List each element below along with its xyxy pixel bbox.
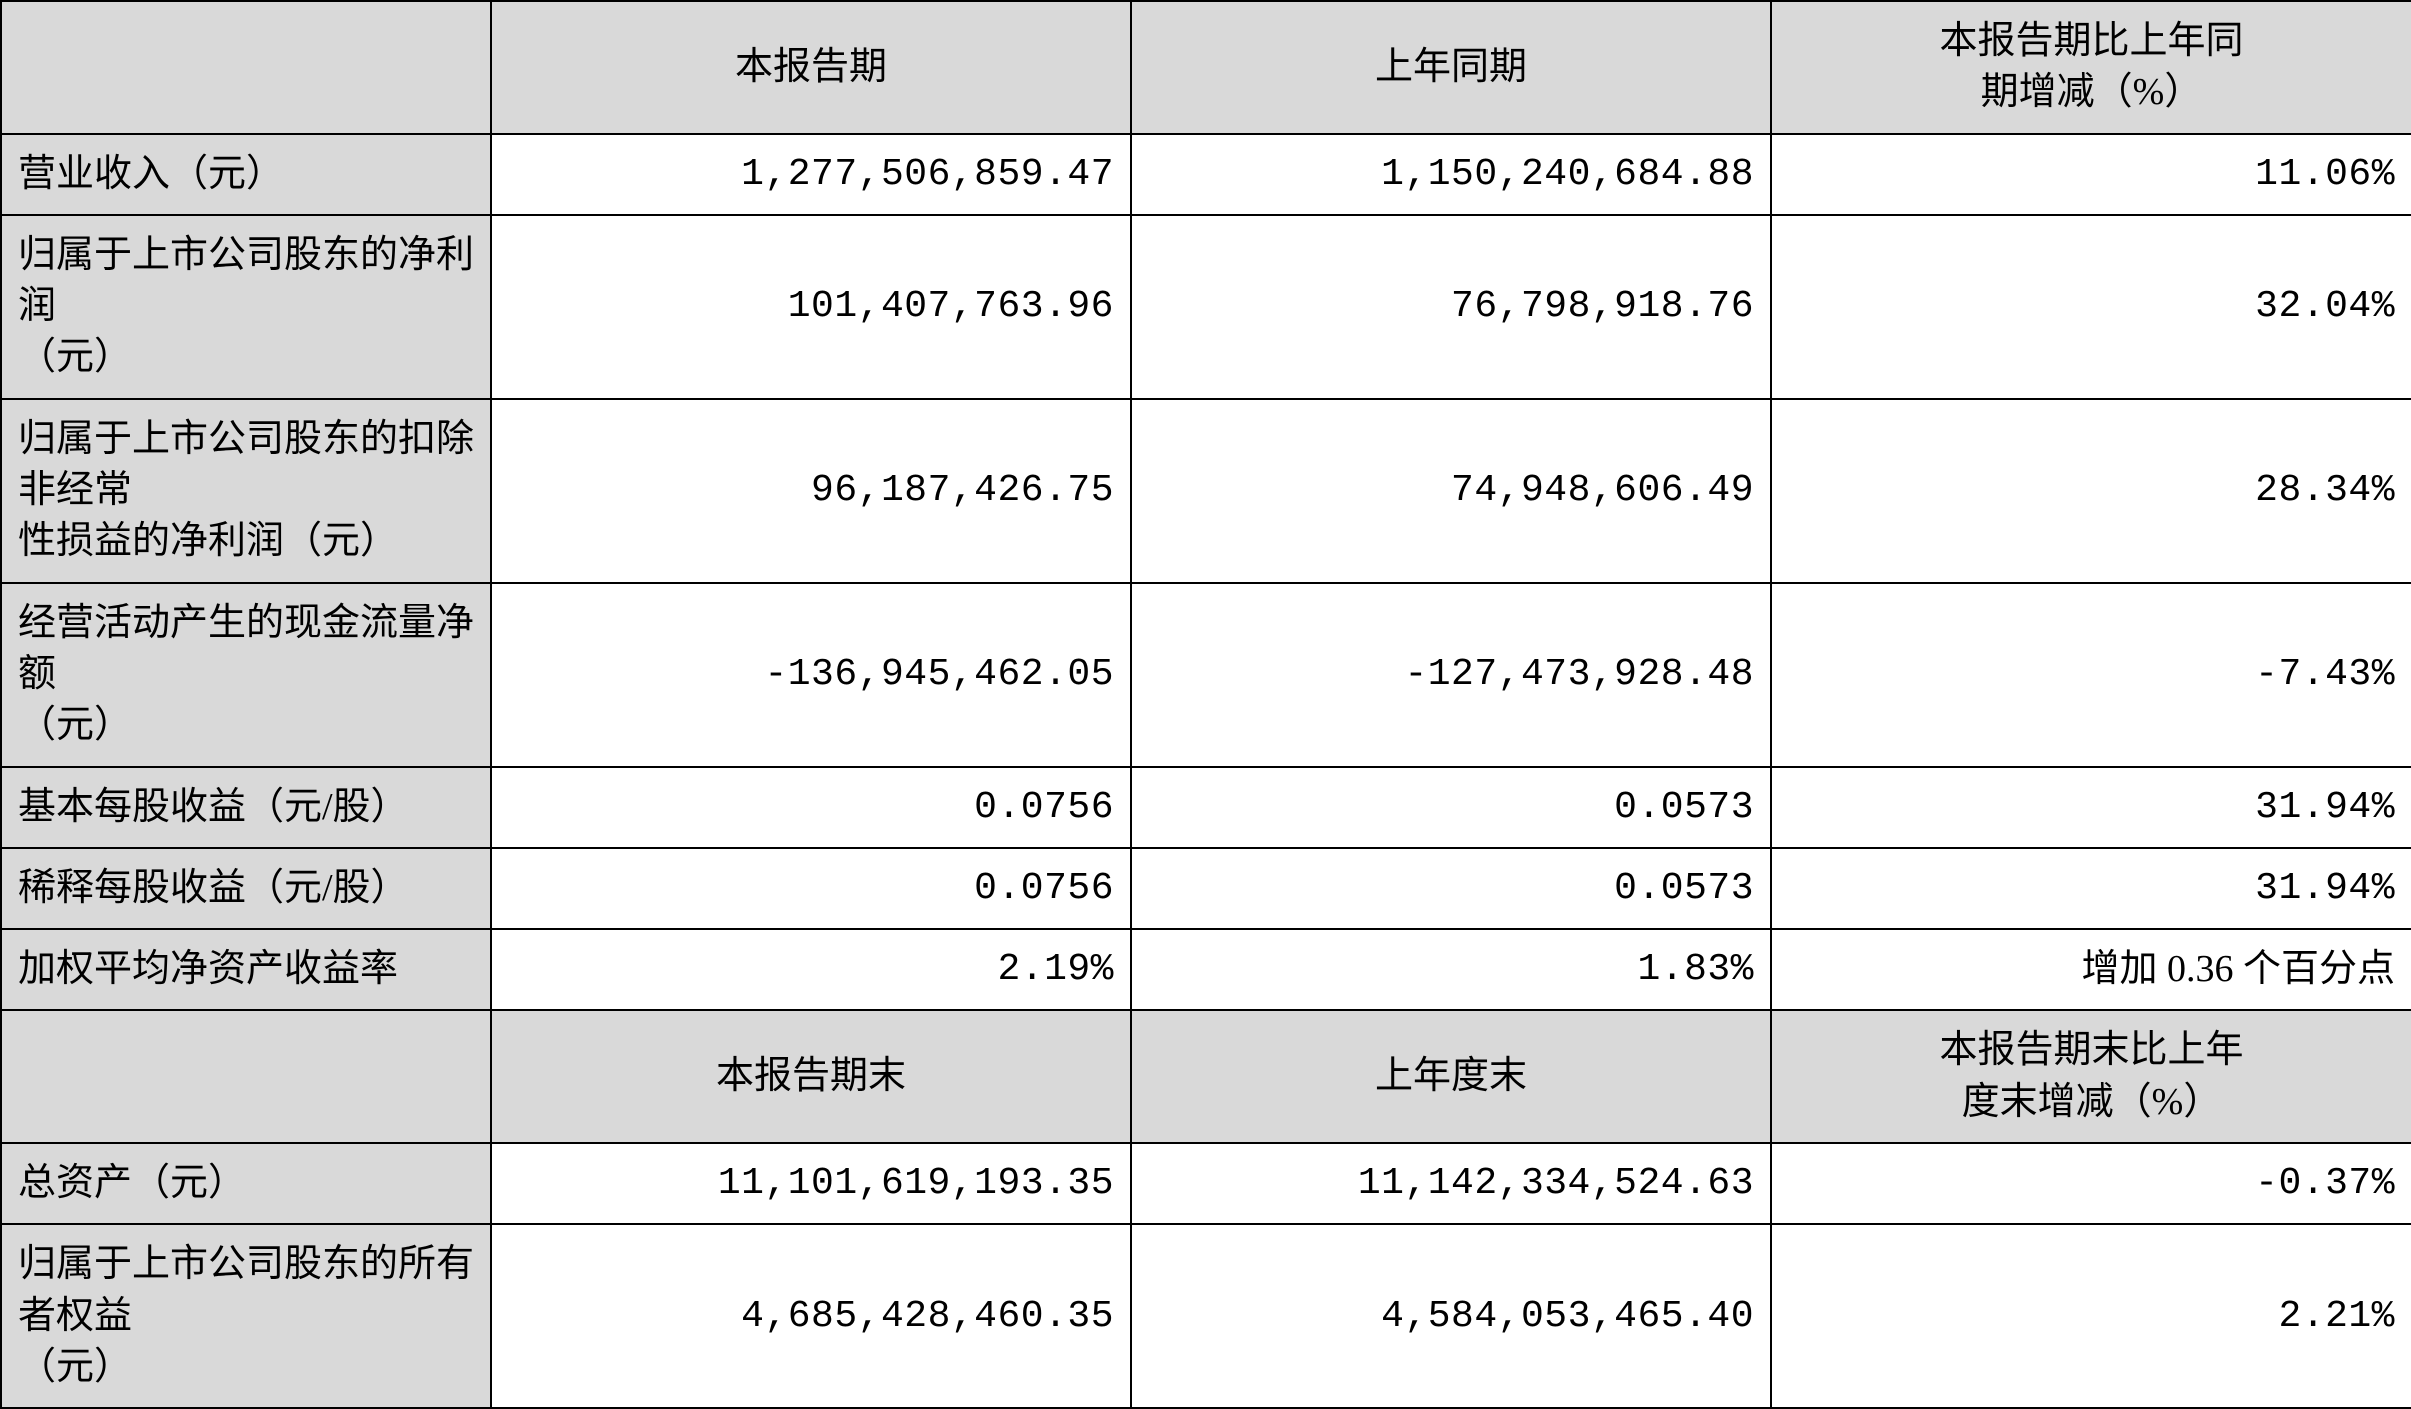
row-label: 归属于上市公司股东的所有者权益 （元） [1, 1224, 491, 1408]
table-row: 归属于上市公司股东的所有者权益 （元） 4,685,428,460.35 4,5… [1, 1224, 2411, 1408]
table-row: 基本每股收益（元/股） 0.0756 0.0573 31.94% [1, 767, 2411, 848]
row-label-line2: （元） [18, 1346, 132, 1388]
table-header-row: 本报告期 上年同期 本报告期比上年同 期增减（%） [1, 1, 2411, 134]
row-label-line2: （元） [18, 704, 132, 746]
row-label-line1: 归属于上市公司股东的所有者权益 [18, 1243, 474, 1336]
cell-value: 0.0756 [491, 767, 1131, 848]
cell-value: -7.43% [1771, 583, 2411, 767]
cell-value: 0.0573 [1131, 767, 1771, 848]
row-label: 基本每股收益（元/股） [1, 767, 491, 848]
row-label: 稀释每股收益（元/股） [1, 848, 491, 929]
cell-value: 1,150,240,684.88 [1131, 134, 1771, 215]
cell-value: 0.0756 [491, 848, 1131, 929]
table-row: 经营活动产生的现金流量净额 （元） -136,945,462.05 -127,4… [1, 583, 2411, 767]
cell-value: 11.06% [1771, 134, 2411, 215]
header-change-line2: 度末增减（%） [1962, 1081, 2222, 1123]
cell-value: 11,101,619,193.35 [491, 1143, 1131, 1224]
cell-value: 31.94% [1771, 767, 2411, 848]
table-row: 稀释每股收益（元/股） 0.0756 0.0573 31.94% [1, 848, 2411, 929]
cell-value: 2.19% [491, 929, 1131, 1010]
cell-value: -127,473,928.48 [1131, 583, 1771, 767]
row-label-line2: 性损益的净利润（元） [18, 520, 398, 562]
cell-value: 76,798,918.76 [1131, 215, 1771, 399]
cell-value: 增加 0.36 个百分点 [1771, 929, 2411, 1010]
header-prior-period: 上年同期 [1131, 1, 1771, 134]
header-change-line1: 本报告期比上年同 [1939, 20, 2243, 62]
cell-value: 4,584,053,465.40 [1131, 1224, 1771, 1408]
row-label: 归属于上市公司股东的扣除非经常 性损益的净利润（元） [1, 399, 491, 583]
row-label-line2: （元） [18, 336, 132, 378]
cell-value: 1,277,506,859.47 [491, 134, 1131, 215]
cell-value: -0.37% [1771, 1143, 2411, 1224]
header-prior-year-end: 上年度末 [1131, 1010, 1771, 1143]
financial-summary-table: 本报告期 上年同期 本报告期比上年同 期增减（%） 营业收入（元） 1,277,… [0, 0, 2411, 1409]
cell-value: 4,685,428,460.35 [491, 1224, 1131, 1408]
row-label-line1: 经营活动产生的现金流量净额 [18, 602, 474, 695]
header-blank [1, 1010, 491, 1143]
row-label-line1: 归属于上市公司股东的净利润 [18, 234, 474, 327]
header-change-line2: 期增减（%） [1981, 71, 2203, 113]
cell-value: 0.0573 [1131, 848, 1771, 929]
row-label: 营业收入（元） [1, 134, 491, 215]
row-label: 归属于上市公司股东的净利润 （元） [1, 215, 491, 399]
cell-value: 2.21% [1771, 1224, 2411, 1408]
header-change-line1: 本报告期末比上年 [1939, 1029, 2243, 1071]
table-row: 总资产（元） 11,101,619,193.35 11,142,334,524.… [1, 1143, 2411, 1224]
cell-value: 101,407,763.96 [491, 215, 1131, 399]
cell-value: -136,945,462.05 [491, 583, 1131, 767]
table-row: 归属于上市公司股东的净利润 （元） 101,407,763.96 76,798,… [1, 215, 2411, 399]
cell-value: 28.34% [1771, 399, 2411, 583]
header-change-pct: 本报告期末比上年 度末增减（%） [1771, 1010, 2411, 1143]
header-blank [1, 1, 491, 134]
row-label: 加权平均净资产收益率 [1, 929, 491, 1010]
table-row: 营业收入（元） 1,277,506,859.47 1,150,240,684.8… [1, 134, 2411, 215]
cell-value: 31.94% [1771, 848, 2411, 929]
table-row: 加权平均净资产收益率 2.19% 1.83% 增加 0.36 个百分点 [1, 929, 2411, 1010]
header-period-end: 本报告期末 [491, 1010, 1131, 1143]
cell-value: 1.83% [1131, 929, 1771, 1010]
row-label: 经营活动产生的现金流量净额 （元） [1, 583, 491, 767]
table-header-row: 本报告期末 上年度末 本报告期末比上年 度末增减（%） [1, 1010, 2411, 1143]
cell-value: 96,187,426.75 [491, 399, 1131, 583]
row-label: 总资产（元） [1, 1143, 491, 1224]
table-row: 归属于上市公司股东的扣除非经常 性损益的净利润（元） 96,187,426.75… [1, 399, 2411, 583]
row-label-line1: 归属于上市公司股东的扣除非经常 [18, 418, 474, 511]
cell-value: 32.04% [1771, 215, 2411, 399]
header-change-pct: 本报告期比上年同 期增减（%） [1771, 1, 2411, 134]
cell-value: 74,948,606.49 [1131, 399, 1771, 583]
header-current-period: 本报告期 [491, 1, 1131, 134]
cell-value: 11,142,334,524.63 [1131, 1143, 1771, 1224]
